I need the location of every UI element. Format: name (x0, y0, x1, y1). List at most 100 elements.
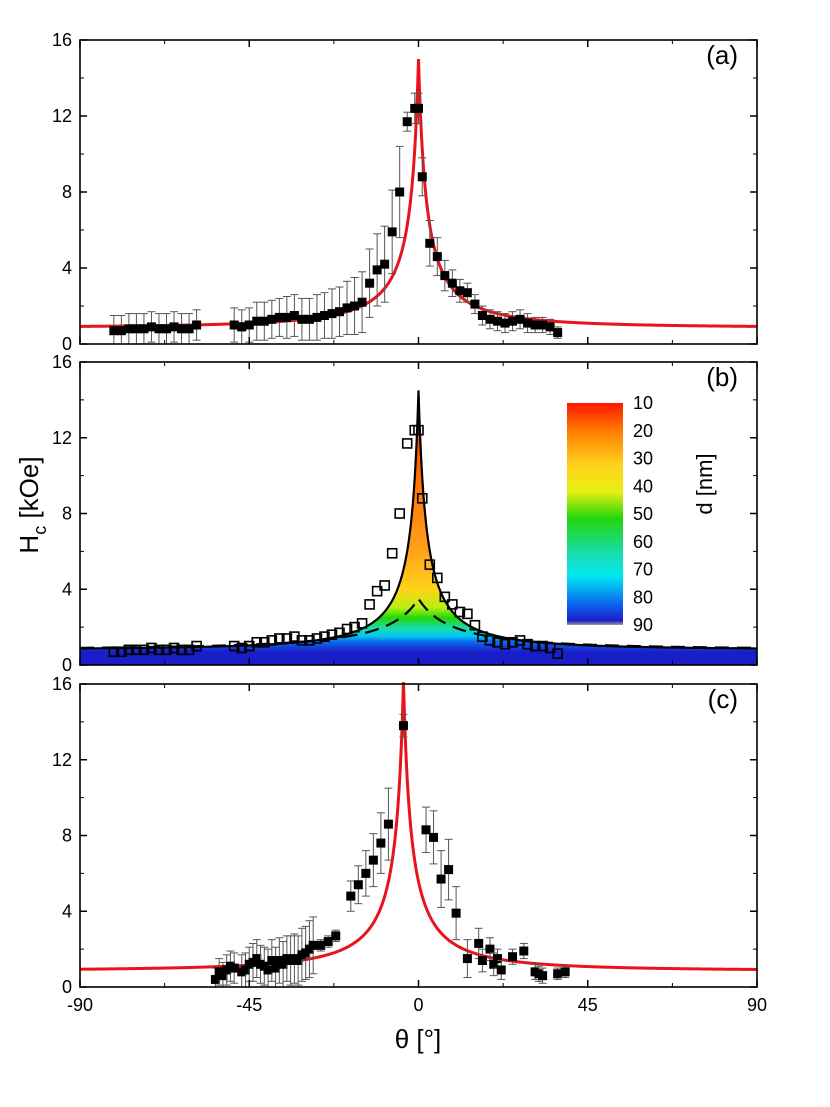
data-point (440, 271, 450, 281)
data-point (477, 955, 487, 965)
data-point (319, 311, 329, 320)
data-point (304, 314, 314, 324)
open-square-point (522, 638, 533, 650)
data-point (116, 326, 126, 336)
data-point (218, 971, 228, 981)
data-point (267, 955, 277, 965)
data-point (470, 299, 480, 309)
open-square-point (191, 640, 202, 652)
data-point (346, 891, 356, 901)
colorbar-tick-label: 10 (633, 393, 653, 413)
y-tick-label: 4 (62, 258, 72, 278)
data-point (252, 954, 262, 964)
y-tick-label: 0 (62, 655, 72, 675)
data-point (372, 265, 382, 275)
data-point (474, 938, 484, 948)
data-point (421, 825, 431, 835)
colorbar-tick-label: 50 (633, 504, 653, 524)
y-tick-label: 12 (52, 428, 72, 448)
open-square-point (413, 424, 424, 436)
x-tick-label: 90 (747, 995, 767, 1015)
open-square-point (131, 644, 142, 656)
y-axis-title-main: H (14, 535, 44, 554)
colorbar-tick-label: 60 (633, 532, 653, 552)
y-tick-label: 4 (62, 901, 72, 921)
data-point (444, 865, 454, 875)
colorbar-title: d [nm] (692, 453, 717, 514)
y-tick-label: 12 (52, 750, 72, 770)
open-square-point (537, 640, 548, 652)
open-square-point (499, 638, 511, 650)
open-square-point (281, 633, 293, 644)
data-point (229, 320, 239, 330)
data-point (485, 944, 495, 954)
data-point (278, 959, 288, 969)
x-tick-label: -45 (236, 995, 262, 1015)
open-square-point (138, 644, 150, 656)
y-tick-label: 16 (52, 352, 72, 372)
data-point (244, 320, 254, 330)
data-point (267, 314, 277, 324)
data-point (162, 324, 172, 334)
open-square-point (161, 644, 172, 656)
data-point (184, 324, 194, 334)
open-square-point (492, 636, 503, 648)
colorbar-tick-label: 90 (633, 615, 653, 635)
open-square-point (386, 547, 398, 559)
data-point (402, 117, 412, 127)
data-point (545, 322, 555, 332)
open-square-point (168, 642, 180, 654)
data-point (447, 278, 457, 288)
open-square-point (379, 580, 390, 591)
y-tick-label: 0 (62, 977, 72, 997)
panel-tag: (a) (706, 40, 738, 70)
x-tick-label: 0 (413, 995, 423, 1015)
data-point (316, 940, 326, 950)
data-point (146, 322, 156, 332)
open-square-point (228, 640, 240, 652)
panel-b: 10 20 30 40 50 60 70 80 90 d [nm] 0 4 8 12 16 (b) (52, 352, 758, 675)
data-point (289, 311, 299, 320)
open-square-point (432, 572, 443, 584)
open-square-point (304, 635, 315, 646)
colorbar-tick-label: 40 (633, 476, 653, 496)
data-point (331, 931, 341, 941)
open-square-point (462, 608, 473, 620)
data-point (395, 187, 405, 197)
y-axis-title: Hc [kOe] (14, 456, 50, 553)
data-point (519, 946, 529, 956)
y-tick-label: 8 (62, 182, 72, 202)
data-point (496, 965, 506, 975)
colorbar-tick-label: 30 (633, 449, 653, 469)
open-square-point (371, 585, 383, 597)
open-square-point (116, 646, 127, 658)
y-tick-label: 12 (52, 106, 72, 126)
data-point (308, 940, 318, 950)
open-square-point (108, 646, 120, 658)
open-square-point (146, 642, 157, 654)
data-point (414, 103, 423, 113)
open-square-point (296, 635, 308, 646)
data-point (357, 297, 367, 307)
data-point (462, 288, 472, 298)
data-point (139, 324, 149, 334)
open-square-point (469, 619, 481, 631)
open-square-point (484, 635, 496, 646)
data-point (523, 318, 533, 328)
data-point (342, 303, 352, 313)
data-point (192, 320, 202, 330)
data-point (259, 316, 269, 326)
data-point (398, 721, 408, 731)
open-square-point (364, 599, 375, 610)
panel-a: 0 4 8 12 16 (a) (52, 30, 758, 354)
panel-c: 0 4 8 12 16 -90 -45 0 45 90 (c) (52, 674, 767, 1015)
open-square-point (356, 618, 368, 629)
data-point (361, 868, 371, 878)
open-square-point (266, 635, 278, 646)
data-point (387, 227, 397, 237)
data-point (282, 312, 292, 322)
data-point (335, 307, 345, 317)
open-square-point (341, 623, 353, 635)
data-point (252, 316, 262, 326)
y-tick-label: 4 (62, 579, 72, 599)
